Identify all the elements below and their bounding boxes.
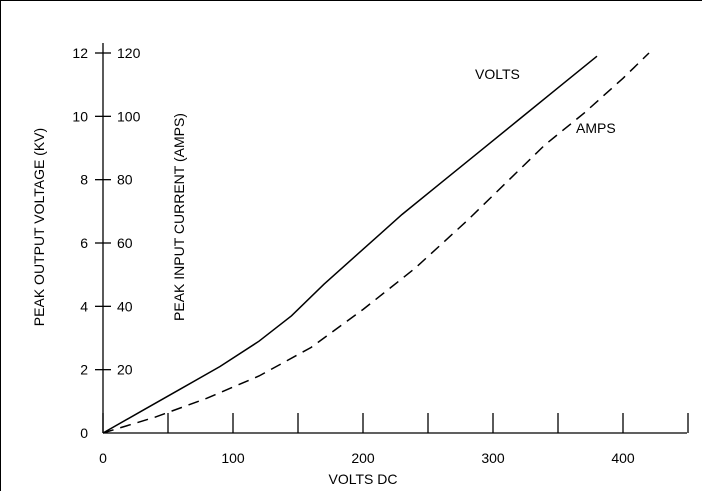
y-tick-label: 6 [80,235,88,251]
axes [102,43,687,434]
y-axis-title: PEAK OUTPUT VOLTAGE (KV) [31,128,47,326]
y2-tick-label: 80 [117,172,133,188]
x-axis-title: VOLTS DC [329,471,398,487]
series-line-amps [102,52,650,434]
y2-tick-label: 40 [117,298,133,314]
x-tick-label: 200 [351,450,375,466]
x-tick-label: 400 [611,450,635,466]
series-label-volts: VOLTS [475,66,520,82]
y-tick-label: 0 [80,425,88,441]
ticks [95,52,689,433]
x-tick-label: 100 [221,450,245,466]
y-tick-label: 4 [80,298,88,314]
y-tick-label: 2 [80,362,88,378]
series-group [102,52,650,434]
x-tick-label: 0 [99,450,107,466]
y-tick-label: 12 [72,45,88,61]
series-line-volts [102,55,598,434]
y2-axis-title: PEAK INPUT CURRENT (AMPS) [171,113,187,321]
x-tick-label: 300 [481,450,505,466]
labels: 0 100 200 300 400 0 2 4 6 8 10 12 20 40 60 80 100 120 VOLT… [31,45,635,487]
y2-tick-label: 120 [117,45,141,61]
y2-tick-label: 100 [117,108,141,124]
y-tick-label: 8 [80,172,88,188]
y2-tick-label: 20 [117,362,133,378]
y2-tick-label: 60 [117,235,133,251]
series-label-amps: AMPS [576,120,616,136]
y-tick-label: 10 [72,108,88,124]
